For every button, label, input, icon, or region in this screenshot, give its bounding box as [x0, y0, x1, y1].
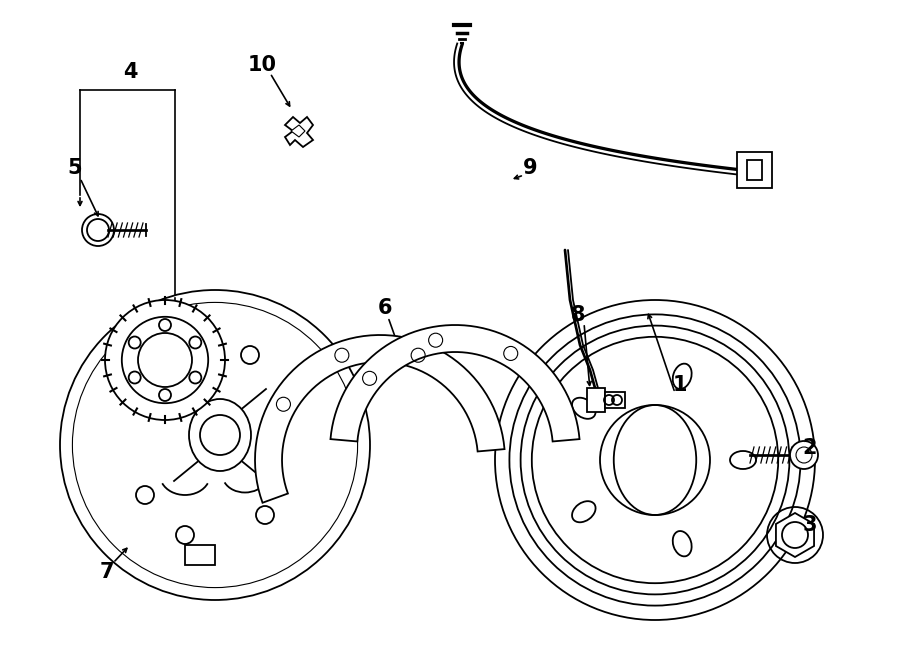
Text: 4: 4 — [122, 62, 137, 82]
Text: 6: 6 — [378, 298, 392, 318]
Text: 7: 7 — [100, 562, 114, 582]
Bar — [185, 545, 215, 565]
Text: 8: 8 — [571, 305, 585, 325]
Bar — [605, 392, 625, 408]
Circle shape — [495, 300, 815, 620]
Circle shape — [790, 441, 818, 469]
Text: 1: 1 — [673, 375, 688, 395]
Text: 5: 5 — [68, 158, 82, 178]
Bar — [587, 388, 605, 412]
Polygon shape — [285, 117, 313, 147]
Text: 9: 9 — [523, 158, 537, 178]
Text: 10: 10 — [248, 55, 276, 75]
Polygon shape — [291, 125, 305, 137]
Bar — [737, 152, 772, 188]
Text: 2: 2 — [803, 438, 817, 458]
Polygon shape — [776, 513, 814, 557]
Text: 3: 3 — [803, 515, 817, 535]
Bar — [747, 160, 762, 180]
Circle shape — [105, 300, 225, 420]
Polygon shape — [330, 325, 580, 442]
Circle shape — [60, 290, 370, 600]
Polygon shape — [255, 335, 505, 503]
